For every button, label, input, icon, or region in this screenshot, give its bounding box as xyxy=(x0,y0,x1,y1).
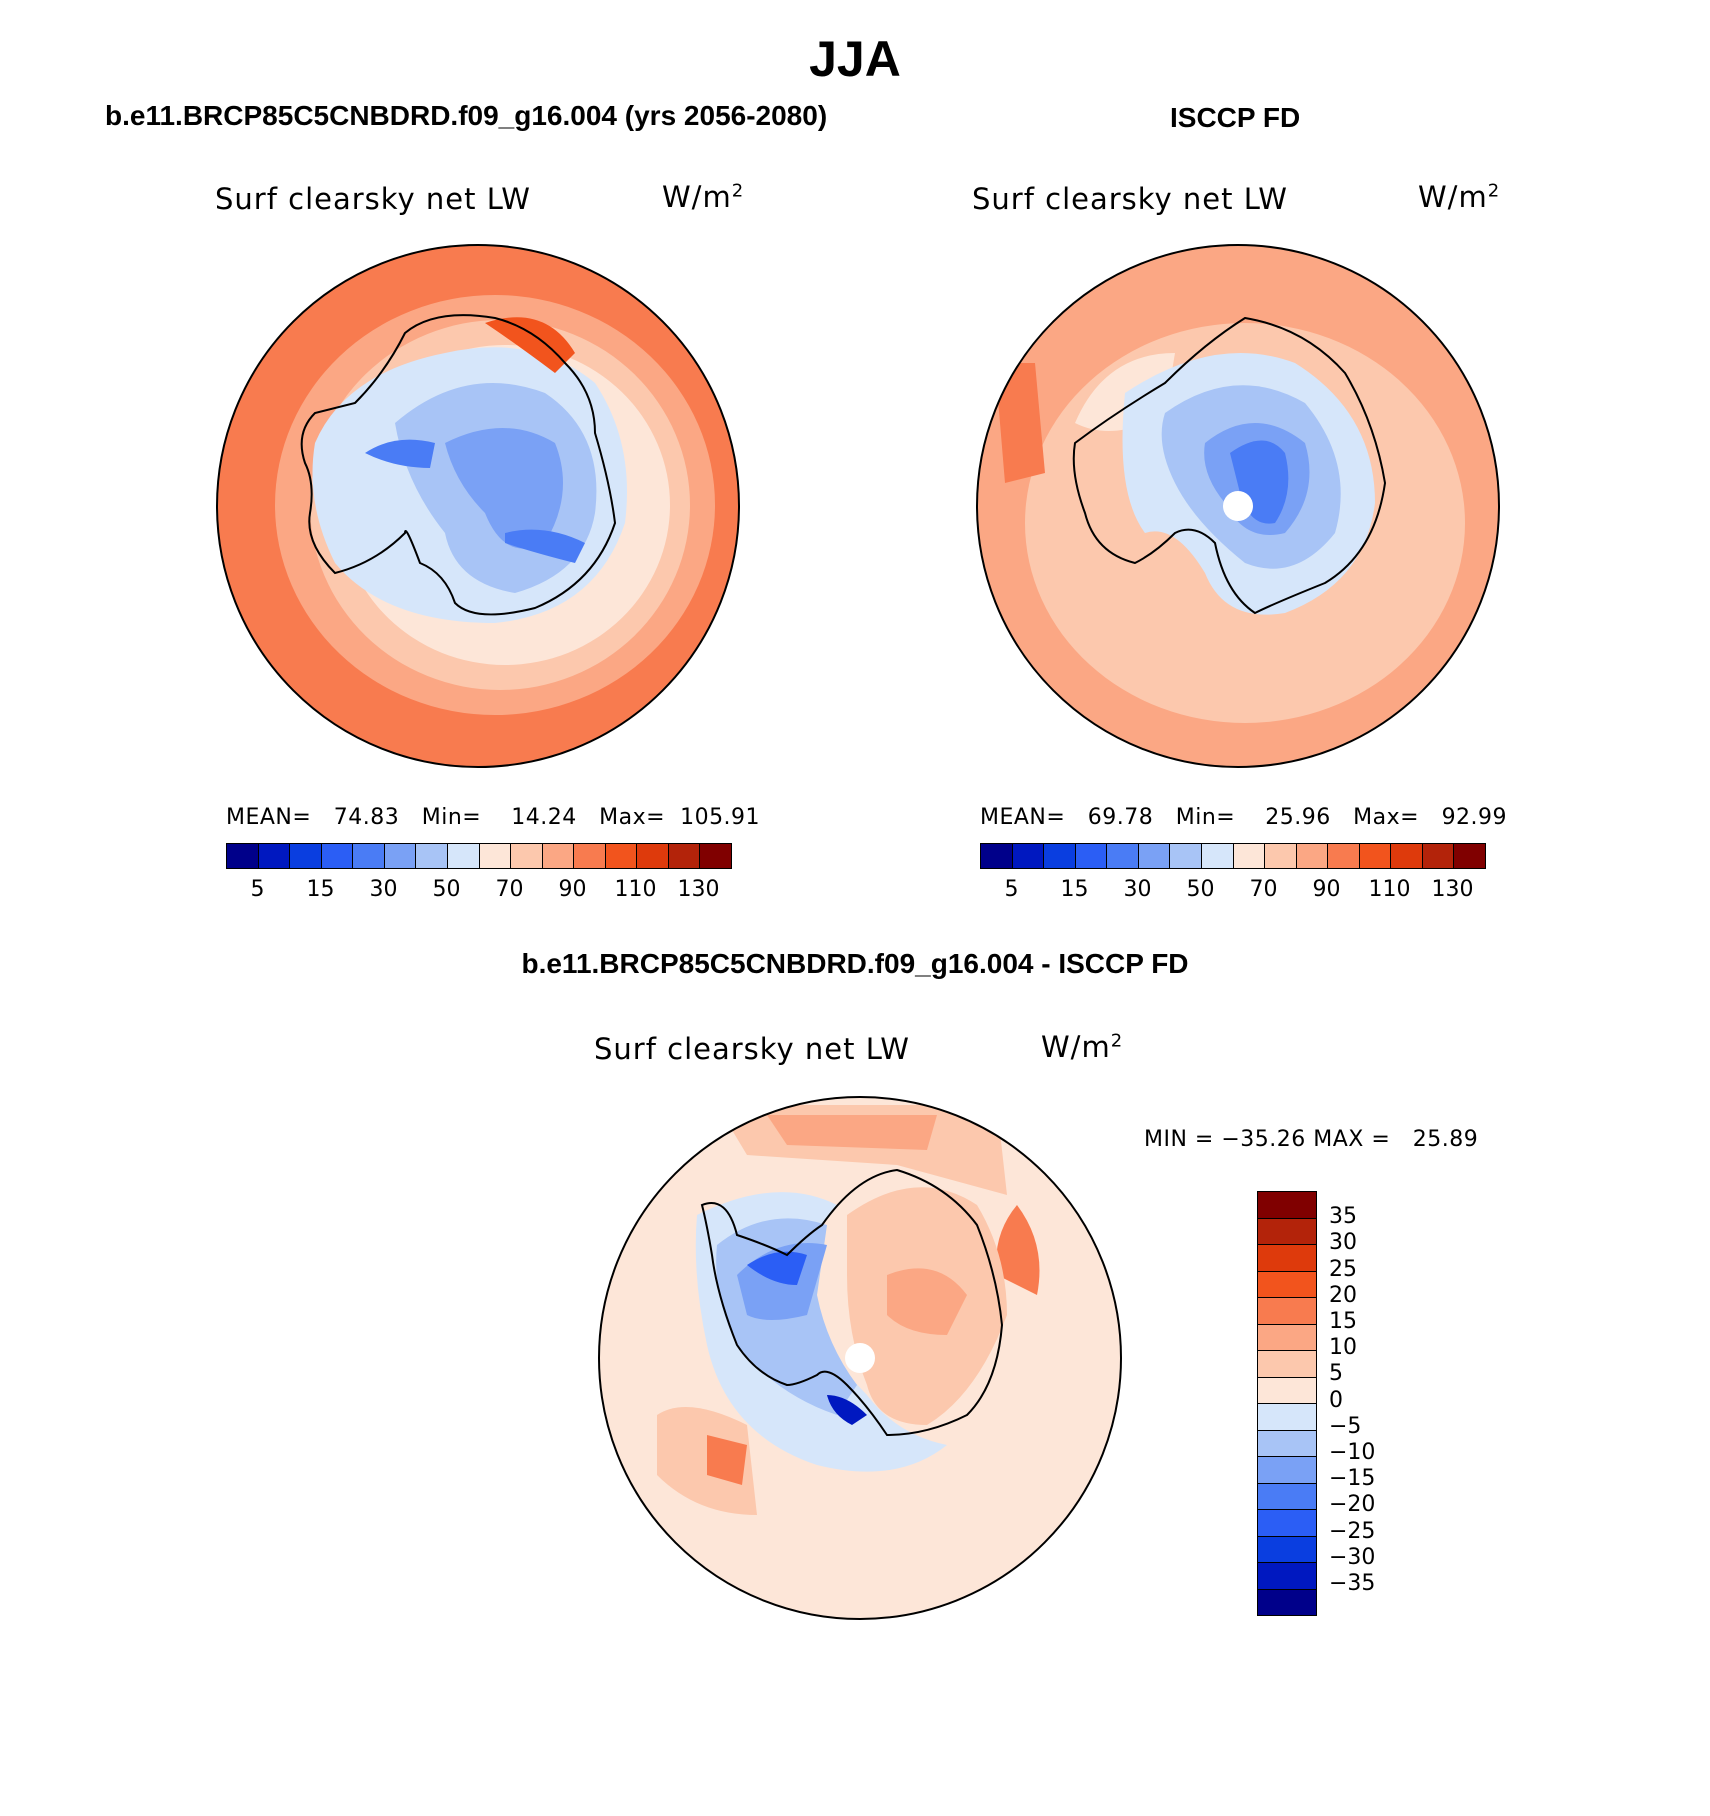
colorbar-swatch xyxy=(1296,844,1329,868)
colorbar-swatch xyxy=(1454,844,1485,868)
main-title: JJA xyxy=(809,31,901,87)
colorbar-tick-label: 50 xyxy=(432,877,461,902)
right-variable-label: Surf clearsky net LW xyxy=(972,182,1288,216)
colorbar-tick-label: 5 xyxy=(250,877,265,902)
diff-variable-label: Surf clearsky net LW xyxy=(594,1032,910,1066)
colorbar-swatch xyxy=(1258,1351,1316,1378)
colorbar-swatch xyxy=(1258,1245,1316,1272)
colorbar-tick-label: 30 xyxy=(1123,877,1152,902)
colorbar-tick-label: 5 xyxy=(1004,877,1019,902)
colorbar-swatch xyxy=(1170,844,1202,868)
colorbar-swatch xyxy=(1328,844,1360,868)
left-colorbar xyxy=(226,843,732,869)
colorbar-swatch xyxy=(605,844,638,868)
colorbar-swatch xyxy=(416,844,448,868)
colorbar-swatch xyxy=(1258,1457,1316,1484)
colorbar-swatch xyxy=(1422,844,1455,868)
colorbar-swatch xyxy=(353,844,385,868)
colorbar-tick-label: 25 xyxy=(1329,1256,1357,1282)
colorbar-tick-label: 90 xyxy=(1312,877,1341,902)
colorbar-tick-label: 110 xyxy=(1368,877,1411,902)
colorbar-swatch xyxy=(1075,844,1108,868)
colorbar-tick-label: −15 xyxy=(1329,1466,1376,1492)
colorbar-swatch xyxy=(1359,844,1392,868)
left-variable-label: Surf clearsky net LW xyxy=(215,182,531,216)
colorbar-tick-label: 50 xyxy=(1186,877,1215,902)
colorbar-swatch xyxy=(479,844,512,868)
diff-stats: MIN = −35.26 MAX = 25.89 xyxy=(1144,1127,1479,1152)
colorbar-swatch xyxy=(1265,844,1297,868)
colorbar-swatch xyxy=(227,844,259,868)
diff-polar-map xyxy=(598,1096,1122,1620)
right-colorbar xyxy=(980,843,1486,869)
colorbar-swatch xyxy=(1258,1377,1316,1404)
colorbar-tick-label: 70 xyxy=(495,877,524,902)
colorbar-tick-label: 130 xyxy=(1431,877,1474,902)
colorbar-tick-label: 30 xyxy=(369,877,398,902)
colorbar-swatch xyxy=(1258,1483,1316,1510)
colorbar-tick-label: −30 xyxy=(1329,1544,1376,1570)
colorbar-swatch xyxy=(1044,844,1076,868)
colorbar-swatch xyxy=(542,844,575,868)
colorbar-swatch xyxy=(290,844,322,868)
colorbar-swatch xyxy=(511,844,543,868)
colorbar-swatch xyxy=(637,844,669,868)
colorbar-tick-label: −5 xyxy=(1329,1413,1362,1439)
colorbar-swatch xyxy=(1258,1192,1316,1219)
colorbar-tick-label: 30 xyxy=(1329,1230,1357,1256)
colorbar-swatch xyxy=(258,844,291,868)
colorbar-swatch xyxy=(1391,844,1423,868)
colorbar-swatch xyxy=(981,844,1013,868)
colorbar-tick-label: −10 xyxy=(1329,1440,1376,1465)
colorbar-tick-label: 10 xyxy=(1329,1335,1357,1361)
colorbar-tick-label: 15 xyxy=(306,877,335,902)
colorbar-swatch xyxy=(384,844,417,868)
colorbar-swatch xyxy=(447,844,480,868)
colorbar-swatch xyxy=(668,844,701,868)
colorbar-swatch xyxy=(1258,1430,1316,1457)
right-units-label: W/m2 xyxy=(1418,180,1501,214)
colorbar-swatch xyxy=(1258,1271,1316,1298)
right-stats: MEAN= 69.78 Min= 25.96 Max= 92.99 xyxy=(980,805,1508,830)
colorbar-swatch xyxy=(1233,844,1266,868)
colorbar-tick-label: 5 xyxy=(1329,1361,1343,1387)
left-polar-map xyxy=(216,244,740,768)
colorbar-swatch xyxy=(1258,1218,1316,1245)
colorbar-tick-label: 70 xyxy=(1249,877,1278,902)
colorbar-swatch xyxy=(1258,1563,1316,1590)
left-case-title: b.e11.BRCP85C5CNBDRD.f09_g16.004 (yrs 20… xyxy=(105,100,828,131)
colorbar-swatch xyxy=(1258,1589,1316,1615)
colorbar-swatch xyxy=(1258,1510,1316,1537)
colorbar-tick-label: 20 xyxy=(1329,1282,1357,1308)
diff-case-title: b.e11.BRCP85C5CNBDRD.f09_g16.004 - ISCCP… xyxy=(521,948,1189,979)
colorbar-tick-label: −35 xyxy=(1329,1571,1376,1596)
left-stats: MEAN= 74.83 Min= 14.24 Max= 105.91 xyxy=(226,805,761,830)
colorbar-tick-label: 0 xyxy=(1329,1387,1343,1413)
colorbar-swatch xyxy=(1012,844,1045,868)
diff-colorbar xyxy=(1257,1191,1317,1616)
colorbar-swatch xyxy=(1107,844,1139,868)
colorbar-swatch xyxy=(1258,1404,1316,1431)
colorbar-tick-label: 110 xyxy=(614,877,657,902)
colorbar-swatch xyxy=(1138,844,1171,868)
colorbar-tick-label: 15 xyxy=(1329,1309,1357,1334)
colorbar-swatch xyxy=(1258,1298,1316,1325)
colorbar-tick-label: 90 xyxy=(558,877,587,902)
right-polar-map xyxy=(976,244,1500,768)
colorbar-swatch xyxy=(1201,844,1234,868)
diff-units-label: W/m2 xyxy=(1041,1030,1124,1064)
colorbar-tick-label: 35 xyxy=(1329,1204,1357,1230)
right-case-title: ISCCP FD xyxy=(1170,102,1301,133)
colorbar-tick-label: −20 xyxy=(1329,1492,1376,1518)
colorbar-tick-label: 15 xyxy=(1060,877,1089,902)
colorbar-swatch xyxy=(1258,1324,1316,1351)
colorbar-swatch xyxy=(1258,1536,1316,1563)
colorbar-swatch xyxy=(700,844,731,868)
colorbar-swatch xyxy=(574,844,606,868)
colorbar-swatch xyxy=(321,844,354,868)
colorbar-tick-label: −25 xyxy=(1329,1518,1376,1544)
left-units-label: W/m2 xyxy=(662,180,745,214)
colorbar-tick-label: 130 xyxy=(677,877,720,902)
